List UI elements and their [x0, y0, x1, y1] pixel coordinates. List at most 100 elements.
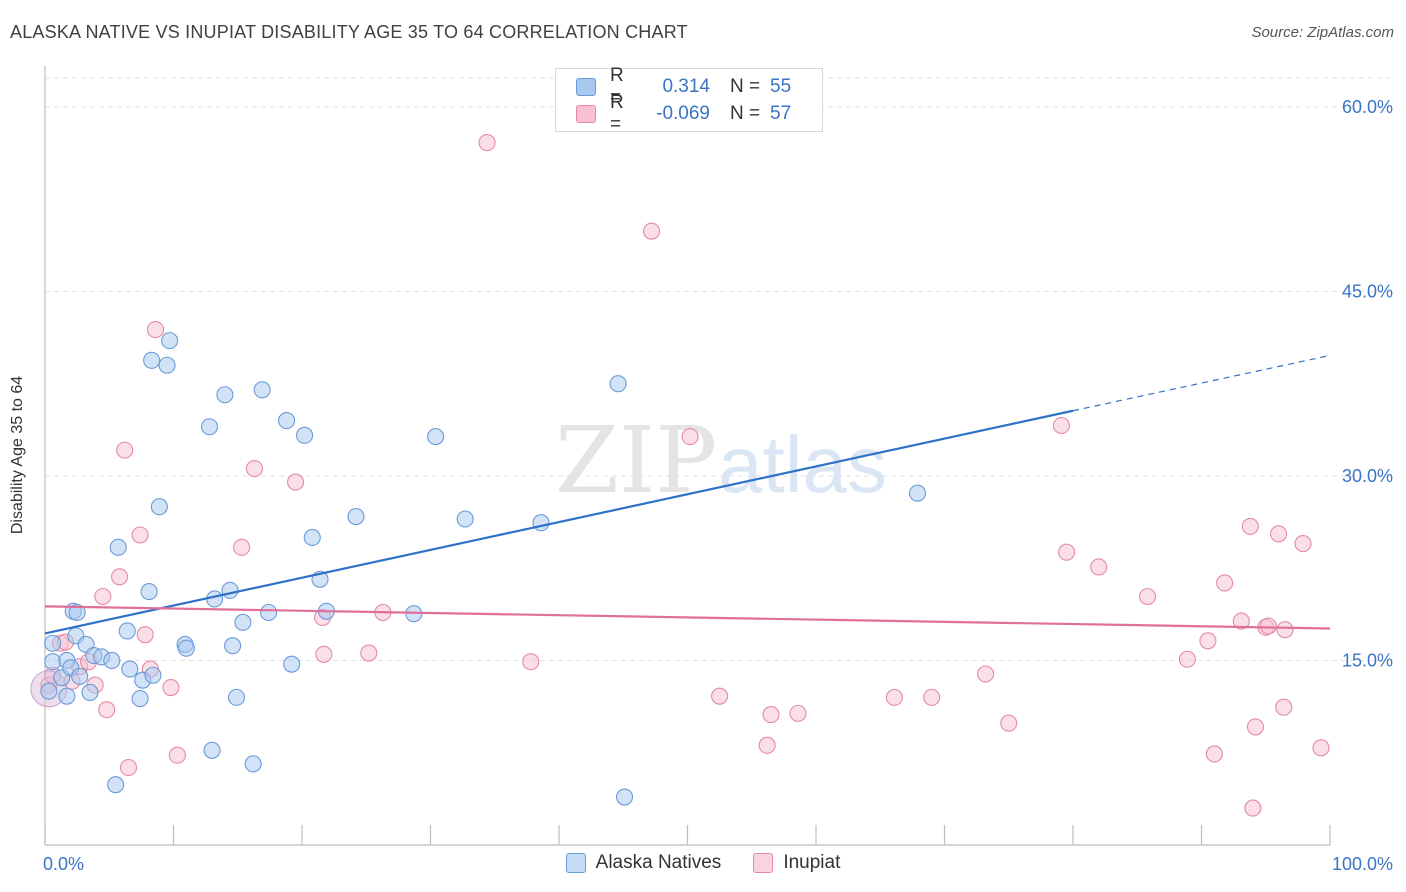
inupiat-point — [287, 473, 305, 491]
alaska-natives-point — [347, 507, 365, 526]
inupiat-point — [116, 441, 134, 459]
inupiat-point — [1052, 416, 1070, 435]
axes — [44, 66, 1331, 846]
inupiat-point — [478, 134, 496, 152]
inupiat-point — [315, 645, 333, 663]
legend-label-inupiat: Inupiat — [783, 852, 841, 873]
inupiat-point — [977, 665, 995, 683]
alaska-natives-trend-extension — [1072, 354, 1331, 412]
correlation-legend: R = 0.314 N = 55 R = -0.069 N = 57 — [555, 65, 823, 135]
legend-item-alaska-natives[interactable]: Alaska Natives — [565, 852, 722, 874]
legend-r-value: 0.314 — [662, 76, 710, 97]
inupiat-point — [1246, 718, 1265, 736]
inupiat-trend-line — [44, 605, 1331, 630]
legend-swatch-inupiat — [753, 853, 774, 873]
inupiat-point — [110, 568, 129, 586]
inupiat-point — [1058, 543, 1076, 561]
inupiat-point — [360, 644, 378, 662]
alaska-natives-point — [58, 687, 76, 705]
inupiat-point — [98, 701, 116, 719]
legend-n-value: 55 — [770, 76, 792, 97]
inupiat-point — [1090, 558, 1108, 576]
grid-lines — [45, 77, 1392, 661]
legend-r-label: R = — [610, 65, 624, 108]
inupiat-point — [758, 736, 776, 754]
inupiat-point — [923, 688, 941, 706]
alaska-natives-point — [260, 603, 278, 622]
alaska-natives-point — [224, 637, 242, 655]
inupiat-point — [1205, 745, 1223, 763]
inupiat-point — [136, 626, 154, 644]
alaska-natives-point — [68, 603, 86, 622]
alaska-natives-point — [427, 428, 445, 446]
inupiat-point — [1000, 714, 1018, 732]
inupiat-point — [1270, 525, 1288, 543]
y-tick-label: 15.0% — [1342, 650, 1393, 670]
alaska-natives-point — [150, 498, 168, 516]
alaska-natives-point — [158, 356, 176, 374]
inupiat-point — [762, 706, 780, 724]
legend-item-inupiat[interactable]: Inupiat — [753, 852, 840, 874]
alaska-natives-point — [131, 690, 149, 708]
alaska-natives-point — [44, 634, 62, 652]
alaska-natives-point — [253, 381, 271, 399]
alaska-natives-point — [103, 651, 121, 670]
legend-n-label: N = — [730, 103, 761, 124]
alaska-natives-point — [109, 538, 127, 556]
legend-swatch-inupiat — [576, 105, 596, 123]
alaska-natives-point — [177, 639, 195, 657]
source-label: Source: ZipAtlas.com — [1251, 24, 1394, 41]
legend-r-value: -0.069 — [656, 103, 710, 124]
alaska-natives-point — [71, 667, 89, 686]
alaska-natives-point — [40, 682, 58, 700]
inupiat-point — [1216, 574, 1234, 592]
inupiat-point — [162, 678, 180, 697]
alaska-natives-point — [203, 741, 221, 759]
alaska-natives-point — [140, 583, 158, 601]
inupiat-point — [1276, 621, 1294, 639]
inupiat-point — [1244, 799, 1262, 817]
alaska-natives-point — [244, 755, 262, 773]
inupiat-point — [146, 321, 165, 339]
alaska-natives-trend-line — [44, 409, 1074, 635]
inupiat-point — [1232, 612, 1250, 630]
x-tick-label: 100.0% — [1332, 854, 1393, 874]
watermark-zip: ZIP — [555, 407, 717, 514]
alaska-natives-point — [456, 510, 474, 528]
legend-row-alaska-natives: R = 0.314 N = 55 — [576, 65, 792, 108]
legend-label-alaska-natives: Alaska Natives — [595, 852, 722, 873]
chart-title: ALASKA NATIVE VS INUPIAT DISABILITY AGE … — [10, 22, 688, 42]
inupiat-point — [711, 687, 729, 705]
alaska-natives-point — [221, 581, 239, 599]
inupiat-point — [1199, 632, 1217, 650]
inupiat-point — [1241, 517, 1259, 535]
legend-n-label: N = — [730, 76, 761, 97]
alaska-natives-point — [144, 666, 162, 684]
alaska-natives-point — [227, 688, 246, 706]
alaska-natives-point — [609, 375, 627, 393]
inupiat-point — [642, 222, 661, 240]
y-tick-label: 60.0% — [1342, 97, 1393, 117]
inupiat-point — [789, 704, 807, 722]
alaska-natives-point — [216, 386, 234, 404]
inupiat-point — [1294, 535, 1312, 553]
watermark-atlas: atlas — [718, 420, 887, 509]
legend-n-value: 57 — [770, 103, 792, 124]
inupiat-point — [1178, 650, 1196, 668]
inupiat-point — [522, 653, 540, 671]
alaska-natives-point — [615, 788, 634, 806]
inupiat-point — [1275, 698, 1293, 716]
y-tick-label: 30.0% — [1342, 466, 1393, 486]
alaska-natives-point — [143, 351, 161, 369]
inupiat-point — [168, 746, 186, 764]
inupiat-point — [681, 428, 699, 446]
legend-swatch-alaska-natives — [576, 78, 596, 96]
alaska-natives-points — [40, 332, 927, 806]
inupiat-point — [1259, 617, 1277, 635]
inupiat-point — [885, 688, 903, 706]
alaska-natives-point — [234, 613, 252, 631]
inupiat-point — [119, 758, 138, 777]
alaska-natives-point — [296, 426, 314, 444]
inupiat-point — [233, 538, 251, 556]
series-legend: Alaska Natives Inupiat — [0, 852, 1406, 874]
